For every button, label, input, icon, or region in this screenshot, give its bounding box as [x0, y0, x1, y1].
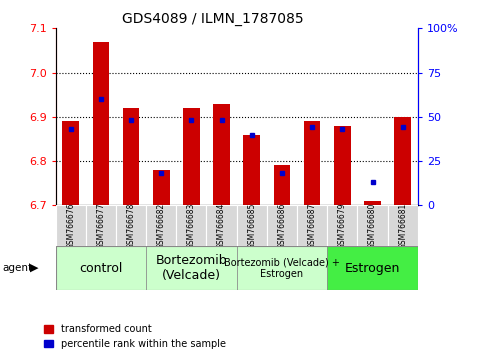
Legend: transformed count, percentile rank within the sample: transformed count, percentile rank withi…: [43, 324, 226, 349]
Bar: [237, 246, 327, 290]
Bar: [364, 201, 381, 205]
Text: Estrogen: Estrogen: [345, 262, 400, 275]
Bar: [334, 126, 351, 205]
Bar: [183, 108, 199, 205]
Bar: [327, 246, 418, 290]
Text: GSM766686: GSM766686: [277, 202, 286, 249]
Bar: [176, 205, 207, 246]
Bar: [62, 121, 79, 205]
Text: GSM766684: GSM766684: [217, 202, 226, 249]
Text: GDS4089 / ILMN_1787085: GDS4089 / ILMN_1787085: [122, 12, 303, 27]
Bar: [146, 205, 176, 246]
Bar: [304, 121, 320, 205]
Bar: [267, 205, 297, 246]
Text: GSM766687: GSM766687: [308, 202, 317, 249]
Bar: [123, 108, 139, 205]
Bar: [86, 205, 116, 246]
Bar: [327, 205, 357, 246]
Bar: [274, 166, 290, 205]
Text: control: control: [79, 262, 123, 275]
Bar: [93, 41, 109, 205]
Text: Bortezomib (Velcade) +
Estrogen: Bortezomib (Velcade) + Estrogen: [224, 257, 340, 279]
Bar: [116, 205, 146, 246]
Text: GSM766683: GSM766683: [187, 202, 196, 249]
Bar: [213, 104, 230, 205]
Text: Bortezomib
(Velcade): Bortezomib (Velcade): [156, 254, 227, 282]
Text: GSM766682: GSM766682: [156, 202, 166, 249]
Text: ▶: ▶: [30, 263, 39, 273]
Bar: [237, 205, 267, 246]
Text: GSM766676: GSM766676: [66, 202, 75, 249]
Bar: [297, 205, 327, 246]
Text: GSM766677: GSM766677: [96, 202, 105, 249]
Bar: [357, 205, 388, 246]
Bar: [56, 205, 86, 246]
Bar: [243, 135, 260, 205]
Bar: [146, 246, 237, 290]
Text: GSM766680: GSM766680: [368, 202, 377, 249]
Bar: [56, 246, 146, 290]
Bar: [395, 117, 411, 205]
Text: GSM766681: GSM766681: [398, 202, 407, 249]
Text: GSM766685: GSM766685: [247, 202, 256, 249]
Text: agent: agent: [2, 263, 32, 273]
Bar: [207, 205, 237, 246]
Bar: [153, 170, 170, 205]
Text: GSM766679: GSM766679: [338, 202, 347, 249]
Bar: [388, 205, 418, 246]
Text: GSM766678: GSM766678: [127, 202, 136, 249]
